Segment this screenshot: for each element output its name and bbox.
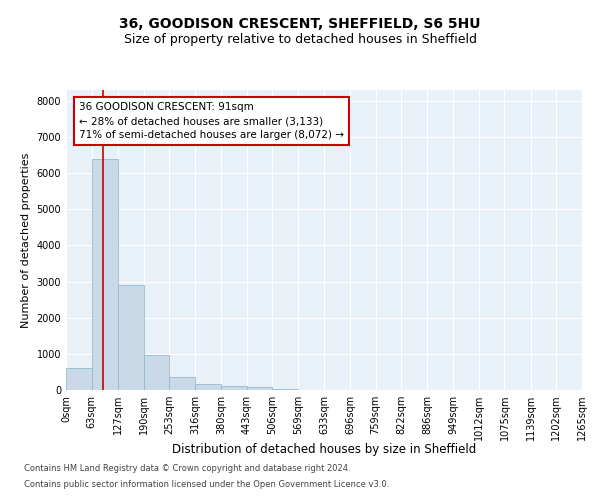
X-axis label: Distribution of detached houses by size in Sheffield: Distribution of detached houses by size … bbox=[172, 443, 476, 456]
Text: Contains public sector information licensed under the Open Government Licence v3: Contains public sector information licen… bbox=[24, 480, 389, 489]
Bar bbox=[169, 377, 195, 390]
Bar bbox=[247, 388, 272, 390]
Bar bbox=[143, 356, 169, 390]
Y-axis label: Number of detached properties: Number of detached properties bbox=[21, 152, 31, 328]
Bar bbox=[66, 368, 92, 390]
Bar bbox=[92, 158, 118, 390]
Text: Size of property relative to detached houses in Sheffield: Size of property relative to detached ho… bbox=[124, 32, 476, 46]
Text: 36 GOODISON CRESCENT: 91sqm
← 28% of detached houses are smaller (3,133)
71% of : 36 GOODISON CRESCENT: 91sqm ← 28% of det… bbox=[79, 102, 344, 140]
Bar bbox=[118, 285, 143, 390]
Text: Contains HM Land Registry data © Crown copyright and database right 2024.: Contains HM Land Registry data © Crown c… bbox=[24, 464, 350, 473]
Text: 36, GOODISON CRESCENT, SHEFFIELD, S6 5HU: 36, GOODISON CRESCENT, SHEFFIELD, S6 5HU bbox=[119, 18, 481, 32]
Bar bbox=[221, 386, 247, 390]
Bar bbox=[195, 384, 221, 390]
